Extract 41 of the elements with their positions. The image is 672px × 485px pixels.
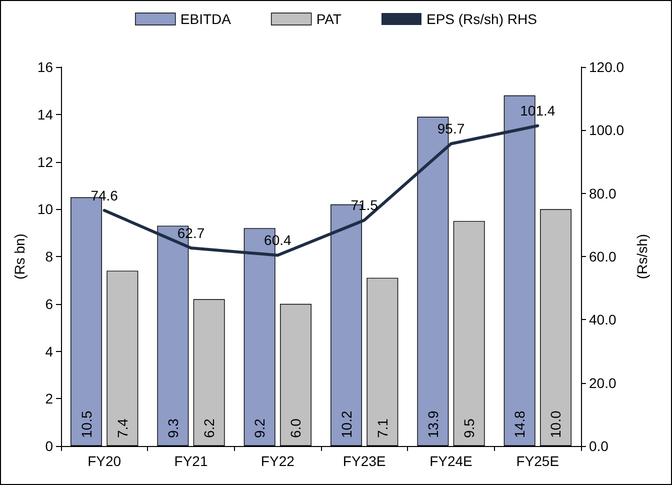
data-label: 13.9 bbox=[424, 410, 441, 438]
y-tick-label: 8 bbox=[45, 248, 54, 264]
data-label: 7.4 bbox=[114, 418, 130, 438]
legend-label: EPS (Rs/sh) RHS bbox=[426, 11, 537, 27]
x-tick-label: FY22 bbox=[260, 453, 295, 469]
legend-label: PAT bbox=[316, 11, 342, 27]
data-label: 74.6 bbox=[90, 187, 118, 204]
y-axis-title: (Rs bn) bbox=[12, 234, 28, 280]
data-label: 6.0 bbox=[288, 418, 304, 438]
y-tick-label: 14 bbox=[37, 106, 54, 122]
y2-axis-title: (Rs/sh) bbox=[634, 234, 650, 280]
data-label: 10.0 bbox=[548, 410, 564, 438]
y-tick-label: 0 bbox=[45, 438, 54, 454]
data-label: 9.2 bbox=[252, 418, 268, 438]
data-label: 10.5 bbox=[78, 410, 94, 438]
y-tick-label: 10 bbox=[37, 201, 54, 218]
y2-tick-label: 20.0 bbox=[589, 374, 616, 391]
data-label: 71.5 bbox=[350, 197, 378, 214]
y2-tick-label: 80.0 bbox=[589, 185, 616, 202]
data-label: 10.2 bbox=[338, 410, 354, 438]
y2-tick-label: 100.0 bbox=[589, 122, 624, 138]
x-tick-label: FY21 bbox=[174, 453, 208, 469]
data-label: 9.5 bbox=[461, 418, 478, 438]
y-tick-label: 6 bbox=[45, 296, 54, 312]
data-label: 9.3 bbox=[164, 418, 181, 438]
x-tick-label: FY25E bbox=[516, 453, 560, 469]
y2-tick-label: 120.0 bbox=[589, 59, 624, 75]
y2-tick-label: 60.0 bbox=[589, 248, 616, 264]
y-tick-label: 12 bbox=[37, 154, 54, 170]
legend-label: EBITDA bbox=[180, 11, 232, 27]
x-tick-label: FY24E bbox=[430, 453, 472, 469]
y-tick-label: 2 bbox=[45, 390, 54, 407]
data-label: 6.2 bbox=[201, 418, 218, 438]
y2-tick-label: 0.0 bbox=[589, 438, 609, 454]
data-label: 14.8 bbox=[512, 410, 528, 438]
x-tick-label: FY20 bbox=[88, 453, 122, 469]
y-tick-label: 16 bbox=[37, 59, 54, 75]
x-tick-label: FY23E bbox=[342, 453, 386, 469]
data-label: 7.1 bbox=[374, 418, 390, 438]
y2-tick-label: 40.0 bbox=[589, 312, 616, 328]
y-tick-label: 4 bbox=[45, 343, 54, 360]
